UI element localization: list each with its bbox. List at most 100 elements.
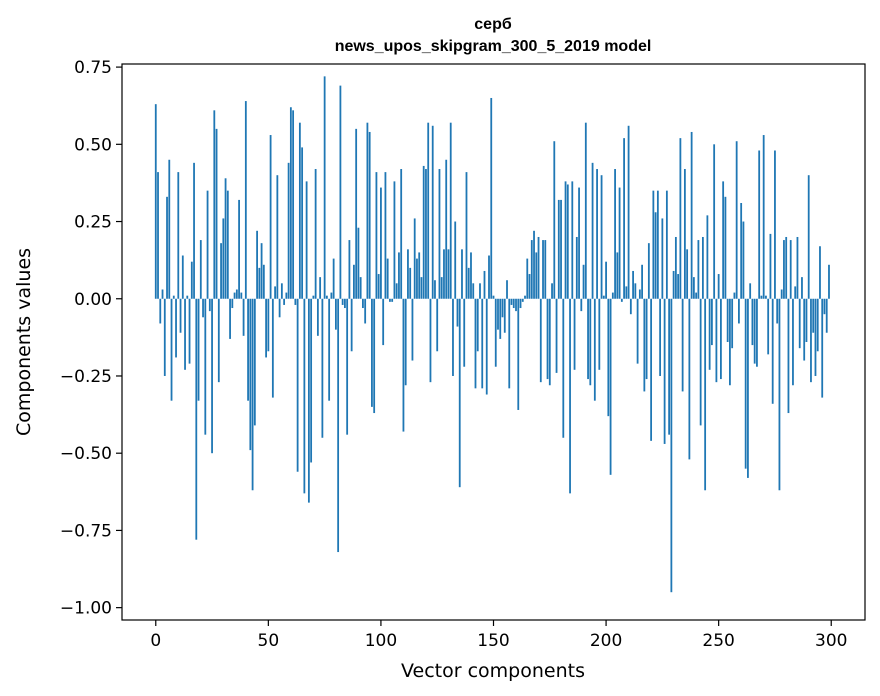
bar — [359, 277, 362, 299]
bar — [337, 298, 340, 553]
bar — [625, 286, 628, 299]
bar — [298, 122, 301, 299]
bar — [711, 298, 713, 346]
bar — [321, 298, 324, 438]
bar — [271, 298, 274, 398]
bar — [679, 138, 682, 299]
bar — [726, 298, 729, 342]
bar — [240, 292, 243, 299]
x-tick-label: 250 — [702, 631, 734, 651]
bar — [805, 298, 808, 342]
bar — [465, 172, 468, 299]
bar — [668, 298, 671, 435]
bar — [738, 298, 740, 324]
bar — [274, 286, 276, 299]
bar — [783, 240, 785, 299]
bar — [645, 298, 648, 380]
bar — [715, 298, 718, 383]
bar — [461, 249, 463, 299]
bar — [740, 203, 743, 299]
bar — [798, 298, 801, 349]
bar — [278, 298, 281, 318]
bar — [600, 175, 603, 299]
bar — [589, 298, 592, 386]
bar — [443, 249, 445, 299]
bar — [368, 131, 371, 299]
bar — [774, 150, 776, 299]
bar — [217, 298, 220, 383]
bar — [485, 298, 488, 395]
y-tick-label: 0.25 — [74, 213, 112, 233]
bar — [251, 298, 254, 491]
bar — [742, 221, 745, 299]
bar — [528, 274, 531, 299]
bar — [535, 252, 538, 299]
bar — [474, 298, 477, 389]
bar — [346, 298, 349, 435]
bar — [350, 298, 353, 352]
bar — [650, 298, 653, 441]
bar — [515, 298, 517, 312]
bar — [542, 240, 544, 299]
bar — [807, 175, 810, 299]
bar — [778, 298, 781, 491]
bar — [402, 298, 405, 432]
bar — [816, 298, 819, 352]
bar — [409, 267, 412, 299]
bars-group — [154, 76, 830, 593]
chart-title-line2: news_upos_skipgram_300_5_2019 model — [335, 38, 652, 55]
bar — [828, 264, 830, 299]
bar — [749, 283, 752, 299]
y-tick-label: −1.00 — [60, 599, 112, 619]
bar — [701, 236, 704, 299]
bar — [175, 298, 177, 358]
bar — [584, 122, 587, 299]
bar — [580, 298, 583, 312]
bar — [553, 141, 556, 299]
bar — [758, 150, 761, 299]
bar — [163, 298, 166, 376]
bar — [479, 283, 481, 299]
bar — [172, 295, 175, 299]
bar — [564, 181, 567, 299]
bar — [499, 298, 502, 339]
bar — [389, 298, 391, 302]
x-axis-ticks: 0 50 100 150 200 250 300 — [150, 620, 847, 651]
bar — [641, 264, 643, 299]
bar — [447, 249, 450, 299]
x-axis-label: Vector components — [401, 660, 585, 682]
bar — [314, 169, 317, 299]
bar — [551, 283, 553, 299]
bar — [303, 298, 306, 494]
bar — [823, 298, 826, 315]
bar — [339, 85, 342, 299]
y-tick-label: 0.50 — [74, 135, 112, 155]
bar — [238, 199, 240, 299]
bar — [472, 283, 475, 299]
bar — [632, 270, 634, 299]
bar — [753, 298, 756, 364]
bar — [377, 274, 380, 299]
bar — [794, 286, 797, 299]
bar — [161, 289, 164, 299]
bar — [235, 289, 238, 299]
bar — [674, 236, 677, 299]
bar — [184, 298, 186, 370]
bar — [242, 298, 245, 336]
bar — [776, 298, 779, 324]
bar — [733, 292, 736, 299]
bar — [202, 298, 204, 318]
bar — [614, 169, 616, 299]
bar — [265, 298, 267, 358]
bar — [267, 298, 270, 352]
bar — [801, 277, 803, 299]
y-tick-label: 0.00 — [74, 290, 112, 310]
bar — [213, 110, 216, 299]
bar — [819, 246, 821, 299]
bar — [199, 240, 202, 299]
bar — [166, 196, 168, 299]
bar — [395, 283, 398, 299]
bar — [591, 162, 594, 299]
bar — [434, 280, 436, 299]
